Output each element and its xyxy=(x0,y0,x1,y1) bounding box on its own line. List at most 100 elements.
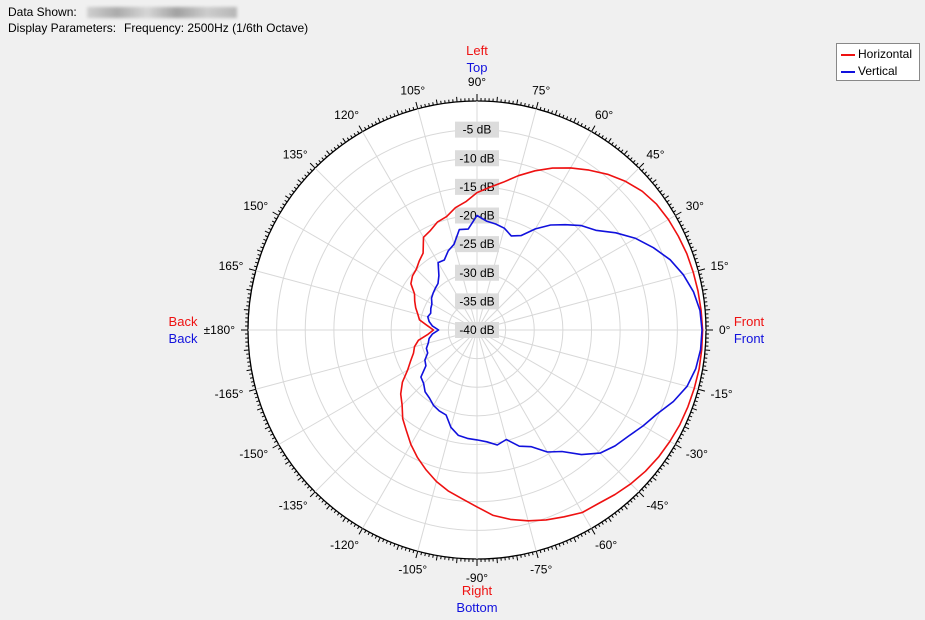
angle-tick-mark xyxy=(591,125,596,132)
angle-tick-mark xyxy=(264,230,270,234)
angle-tick-label: 0° xyxy=(719,323,731,337)
angle-tick-mark xyxy=(700,281,705,283)
angle-tick-mark xyxy=(614,144,618,148)
angle-tick-mark xyxy=(617,510,621,514)
angle-tick-mark xyxy=(263,419,267,422)
left-label-vertical: Back xyxy=(168,331,198,346)
angle-tick-mark xyxy=(664,195,669,200)
bottom-label-vertical: Bottom xyxy=(456,600,498,615)
angle-tick-mark xyxy=(374,121,378,125)
angle-gridline xyxy=(476,167,640,331)
angle-tick-mark xyxy=(694,400,698,403)
angle-tick-mark xyxy=(251,273,255,276)
angle-tick-mark xyxy=(315,162,319,166)
legend: Horizontal Vertical xyxy=(836,43,920,81)
angle-tick-mark xyxy=(638,491,645,498)
angle-tick-mark xyxy=(285,460,290,465)
angle-tick-mark xyxy=(371,533,374,537)
angle-tick-mark xyxy=(702,369,708,372)
angle-tick-mark xyxy=(279,206,284,210)
angle-tick-mark xyxy=(254,261,259,264)
angle-tick-mark xyxy=(580,123,583,127)
angle-tick-mark xyxy=(271,437,276,440)
angle-gridline xyxy=(417,108,478,331)
angle-tick-mark xyxy=(584,124,587,129)
angle-tick-mark xyxy=(700,277,704,279)
angle-gridline xyxy=(255,270,478,331)
angle-tick-mark xyxy=(516,555,519,561)
angle-tick-mark xyxy=(685,235,690,238)
angle-tick-mark xyxy=(393,113,396,117)
angle-tick-mark xyxy=(528,553,530,557)
angle-tick-mark xyxy=(551,110,554,114)
angle-tick-mark xyxy=(617,146,621,150)
angle-tick-mark xyxy=(350,135,353,139)
angle-tick-mark xyxy=(271,220,276,223)
angle-tick-label: 120° xyxy=(334,108,359,122)
angle-tick-mark xyxy=(644,485,648,489)
angle-tick-mark xyxy=(272,444,279,449)
right-label-horizontal: Front xyxy=(733,314,765,329)
angle-tick-mark xyxy=(264,422,269,425)
angle-tick-mark xyxy=(543,107,546,112)
angle-tick-mark xyxy=(279,450,284,454)
angle-tick-mark xyxy=(428,102,430,107)
angle-tick-mark xyxy=(659,189,663,193)
angle-tick-mark xyxy=(654,473,658,477)
angle-tick-mark xyxy=(566,540,569,544)
angle-tick-mark xyxy=(566,116,569,120)
angle-tick-mark xyxy=(700,377,705,379)
angle-tick-mark xyxy=(420,104,423,108)
angle-tick-mark xyxy=(558,113,561,117)
angle-tick-label: -60° xyxy=(595,538,617,552)
angle-tick-mark xyxy=(364,126,367,130)
angle-tick-mark xyxy=(309,162,316,169)
angle-gridline xyxy=(476,329,537,552)
angle-gridline xyxy=(278,215,478,331)
angle-tick-mark xyxy=(687,238,691,241)
angle-tick-mark xyxy=(607,517,612,522)
angle-tick-mark xyxy=(687,419,691,422)
angle-tick-mark xyxy=(699,384,703,387)
angle-tick-mark xyxy=(291,467,295,471)
angle-tick-label: 150° xyxy=(243,199,268,213)
angle-tick-mark xyxy=(342,517,347,522)
angle-tick-mark xyxy=(333,146,337,150)
angle-tick-mark xyxy=(587,530,590,534)
angle-tick-mark xyxy=(291,189,295,193)
angle-tick-mark xyxy=(680,433,684,436)
angle-tick-label: -30° xyxy=(686,447,708,461)
angle-tick-mark xyxy=(246,288,252,291)
angle-tick-mark xyxy=(632,497,636,501)
angle-tick-mark xyxy=(358,125,363,132)
angle-tick-mark xyxy=(673,447,677,450)
angle-tick-mark xyxy=(249,377,254,379)
angle-tick-mark xyxy=(256,407,262,411)
angle-tick-mark xyxy=(661,193,665,196)
angle-tick-mark xyxy=(597,523,601,528)
angle-tick-mark xyxy=(520,554,522,558)
angle-tick-mark xyxy=(374,535,378,539)
angle-tick-mark xyxy=(428,553,430,558)
angle-tick-mark xyxy=(524,553,526,558)
angle-tick-mark xyxy=(330,507,334,511)
series-line-vertical xyxy=(420,214,703,456)
angle-tick-mark xyxy=(604,519,608,523)
angle-gridline xyxy=(476,215,676,331)
angle-tick-mark xyxy=(702,288,708,291)
angle-tick-mark xyxy=(698,388,706,392)
angle-gridline xyxy=(476,329,676,445)
angle-tick-label: ±180° xyxy=(204,323,236,337)
angle-tick-mark xyxy=(620,149,624,153)
angle-tick-mark xyxy=(385,116,388,120)
angle-tick-mark xyxy=(693,253,697,256)
angle-tick-mark xyxy=(277,447,281,450)
angle-tick-mark xyxy=(611,514,614,518)
angle-tick-mark xyxy=(324,502,328,506)
angle-tick-mark xyxy=(677,217,681,220)
angle-tick-mark xyxy=(318,497,322,501)
angle-tick-mark xyxy=(268,429,272,433)
angle-tick-mark xyxy=(675,211,682,216)
angle-tick-mark xyxy=(277,210,281,213)
